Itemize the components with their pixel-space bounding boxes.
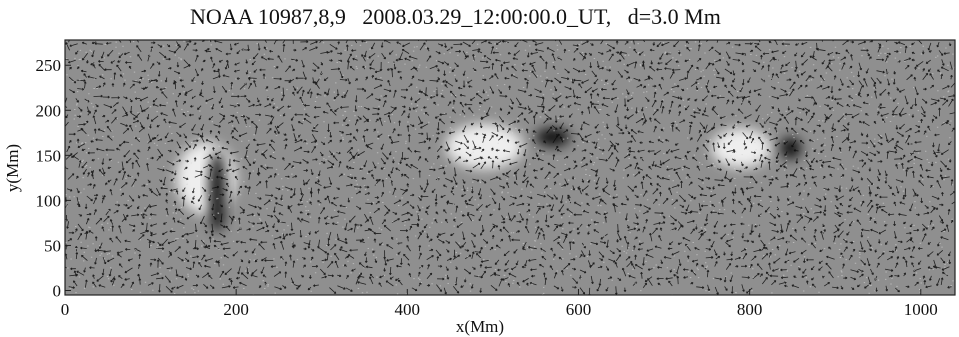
positive-polarity-region xyxy=(445,123,523,169)
plot-area xyxy=(65,40,955,295)
figure-title: NOAA 10987,8,9 2008.03.29_12:00:00.0_UT,… xyxy=(190,4,721,29)
y-tick-label: 200 xyxy=(36,101,62,120)
negative-polarity-region xyxy=(208,150,226,232)
x-tick-label: 400 xyxy=(395,300,421,319)
x-tick-label: 200 xyxy=(223,300,249,319)
y-tick-label: 250 xyxy=(36,56,62,75)
positive-polarity-region xyxy=(711,128,772,168)
x-tick-label: 0 xyxy=(61,300,70,319)
x-axis-label: x(Mm) xyxy=(456,317,504,336)
y-tick-label: 150 xyxy=(36,146,62,165)
horizontal-field-vectors xyxy=(65,40,955,295)
x-tick-label: 1000 xyxy=(904,300,938,319)
x-tick-label: 800 xyxy=(737,300,763,319)
x-tick-label: 600 xyxy=(566,300,592,319)
negative-polarity-region xyxy=(780,137,801,159)
y-tick-label: 50 xyxy=(44,236,61,255)
axis-ticks: 0 200 400 600 800 1000 0 50 100 150 200 250 xyxy=(36,56,938,319)
y-tick-label: 0 xyxy=(53,281,62,300)
y-tick-label: 100 xyxy=(36,191,62,210)
polarity-regions xyxy=(176,123,801,232)
vector-arrows xyxy=(65,40,955,295)
y-axis-label: y(Mm) xyxy=(3,144,22,192)
plot-frame xyxy=(64,39,956,296)
negative-polarity-region xyxy=(535,128,570,147)
texture-speckle xyxy=(65,40,955,295)
